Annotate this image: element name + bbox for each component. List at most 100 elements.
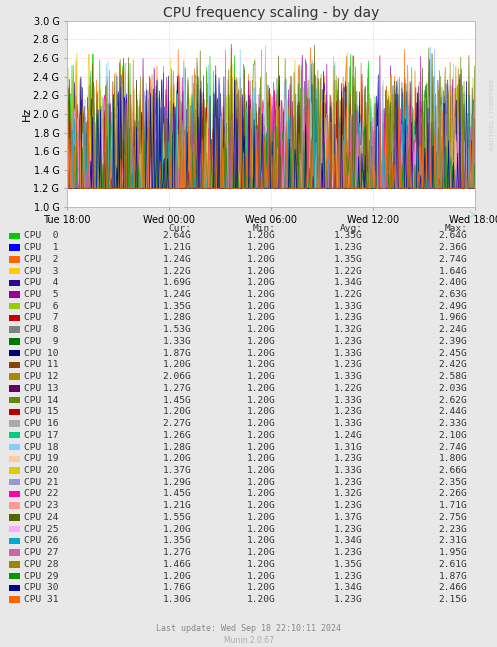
Text: 1.34G: 1.34G [334,278,363,287]
Text: 2.64G: 2.64G [163,232,191,240]
Bar [9,314,20,321]
Text: Avg:: Avg: [340,224,363,232]
Text: 1.35G: 1.35G [163,536,191,545]
Text: 1.20G: 1.20G [247,302,276,311]
Text: 1.87G: 1.87G [163,349,191,358]
Text: CPU 19: CPU 19 [24,454,58,463]
Bar [9,373,20,380]
Text: CPU 27: CPU 27 [24,548,58,557]
Text: 1.35G: 1.35G [334,255,363,264]
Text: 1.69G: 1.69G [163,278,191,287]
Text: 1.55G: 1.55G [163,513,191,522]
Text: 1.33G: 1.33G [334,466,363,475]
Bar [9,303,20,309]
Text: 1.22G: 1.22G [334,290,363,299]
Text: 2.15G: 2.15G [438,595,467,604]
Text: 1.27G: 1.27G [163,384,191,393]
Bar [9,490,20,497]
Text: 1.20G: 1.20G [247,325,276,334]
Text: 2.61G: 2.61G [438,560,467,569]
Bar [9,549,20,556]
Text: 1.20G: 1.20G [247,360,276,369]
Text: 1.22G: 1.22G [334,267,363,276]
Text: 1.33G: 1.33G [334,395,363,404]
Text: CPU  9: CPU 9 [24,337,58,346]
Text: Last update: Wed Sep 18 22:10:11 2024: Last update: Wed Sep 18 22:10:11 2024 [156,624,341,633]
Text: 1.20G: 1.20G [247,337,276,346]
Bar [9,233,20,239]
Text: 1.29G: 1.29G [163,477,191,487]
Text: 1.28G: 1.28G [163,313,191,322]
Text: 1.20G: 1.20G [247,408,276,416]
Text: 1.20G: 1.20G [247,232,276,240]
Bar [9,362,20,368]
Bar [9,409,20,415]
Bar [9,597,20,603]
Bar [9,467,20,474]
Text: 2.31G: 2.31G [438,536,467,545]
Text: 1.71G: 1.71G [438,501,467,510]
Bar [9,432,20,439]
Bar [9,385,20,391]
Text: CPU  1: CPU 1 [24,243,58,252]
Text: 1.20G: 1.20G [247,313,276,322]
Text: 1.20G: 1.20G [247,243,276,252]
Text: CPU 21: CPU 21 [24,477,58,487]
Bar [9,245,20,251]
Bar [9,421,20,427]
Text: 1.87G: 1.87G [438,571,467,580]
Text: CPU 24: CPU 24 [24,513,58,522]
Text: 1.20G: 1.20G [247,278,276,287]
Text: 2.75G: 2.75G [438,513,467,522]
Text: 2.06G: 2.06G [163,372,191,381]
Text: 1.23G: 1.23G [334,313,363,322]
Bar [9,526,20,532]
Text: 1.23G: 1.23G [334,501,363,510]
Text: CPU 11: CPU 11 [24,360,58,369]
Text: 1.33G: 1.33G [334,372,363,381]
Text: 2.74G: 2.74G [438,443,467,452]
Text: CPU  4: CPU 4 [24,278,58,287]
Text: 1.35G: 1.35G [163,302,191,311]
Text: 1.23G: 1.23G [334,548,363,557]
Text: 1.80G: 1.80G [438,454,467,463]
Text: Munin 2.0.67: Munin 2.0.67 [224,636,273,645]
Text: Max:: Max: [444,224,467,232]
Bar [9,584,20,591]
Text: CPU  5: CPU 5 [24,290,58,299]
Bar [9,561,20,567]
Bar [9,397,20,403]
Text: 2.44G: 2.44G [438,408,467,416]
Bar [9,479,20,485]
Text: 1.20G: 1.20G [247,536,276,545]
Text: 1.64G: 1.64G [438,267,467,276]
Text: 1.20G: 1.20G [247,489,276,498]
Text: RRDTOOL / TOBIETKER: RRDTOOL / TOBIETKER [490,78,495,150]
Text: 1.20G: 1.20G [247,477,276,487]
Text: 2.36G: 2.36G [438,243,467,252]
Text: 1.37G: 1.37G [334,513,363,522]
Text: CPU 26: CPU 26 [24,536,58,545]
Bar [9,573,20,579]
Bar [9,538,20,544]
Text: 1.23G: 1.23G [334,243,363,252]
Text: 1.20G: 1.20G [247,255,276,264]
Text: 1.20G: 1.20G [247,571,276,580]
Text: 1.34G: 1.34G [334,583,363,592]
Text: 1.20G: 1.20G [247,454,276,463]
Text: CPU 30: CPU 30 [24,583,58,592]
Text: 1.23G: 1.23G [334,571,363,580]
Bar [9,514,20,521]
Text: CPU 16: CPU 16 [24,419,58,428]
Text: 1.20G: 1.20G [247,501,276,510]
Text: 1.30G: 1.30G [163,595,191,604]
Text: 1.23G: 1.23G [334,360,363,369]
Text: 1.95G: 1.95G [438,548,467,557]
Text: 1.22G: 1.22G [334,384,363,393]
Text: CPU 31: CPU 31 [24,595,58,604]
Text: 1.20G: 1.20G [247,583,276,592]
Text: 2.74G: 2.74G [438,255,467,264]
Text: 2.35G: 2.35G [438,477,467,487]
Bar [9,268,20,274]
Text: 2.63G: 2.63G [438,290,467,299]
